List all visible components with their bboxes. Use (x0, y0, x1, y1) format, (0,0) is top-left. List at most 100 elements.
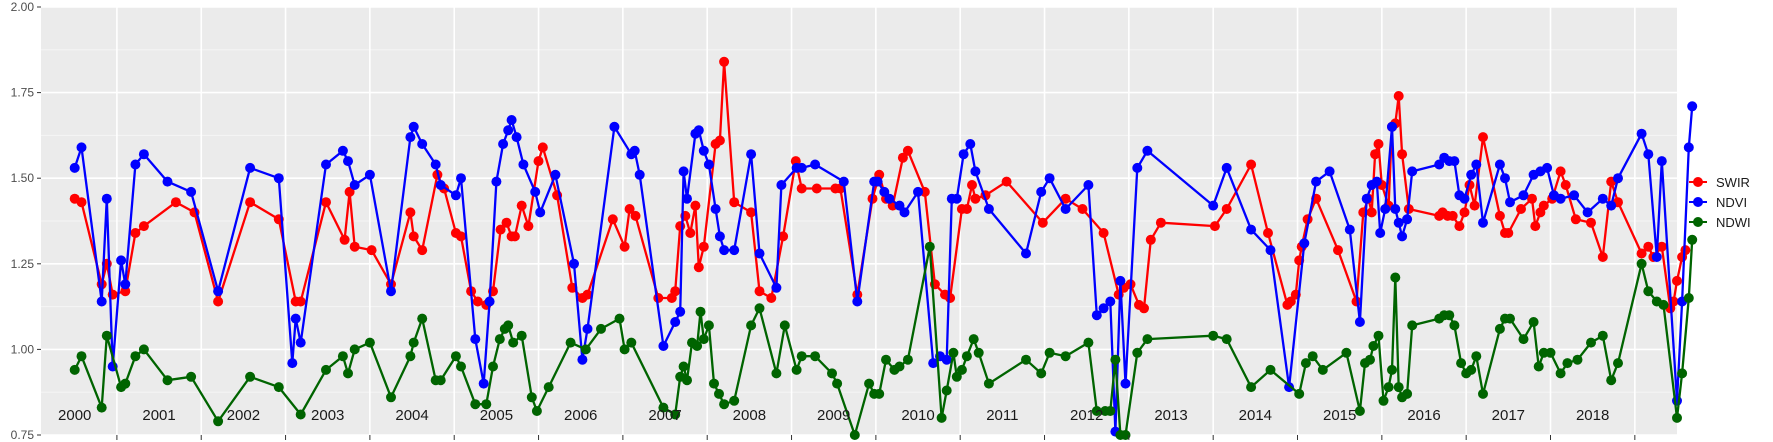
data-point-ndvi (569, 258, 579, 269)
y-tick-label: 2.00 (11, 0, 35, 14)
data-point-swir (1538, 200, 1549, 211)
data-point-ndwi (1466, 364, 1477, 375)
data-point-ndvi (754, 248, 765, 259)
data-point-ndvi (838, 176, 849, 187)
data-point-ndvi (796, 162, 807, 173)
data-point-ndvi (484, 296, 495, 307)
data-point-ndwi (580, 344, 591, 355)
data-point-ndvi (130, 159, 141, 170)
year-label: 2008 (733, 407, 766, 424)
data-point-ndvi (983, 204, 994, 214)
data-point-ndvi (577, 354, 588, 365)
data-point-ndwi (295, 409, 306, 420)
data-point-ndvi (776, 180, 787, 190)
data-point-ndwi (968, 334, 979, 345)
year-label: 2009 (817, 407, 850, 424)
data-point-swir (1370, 149, 1381, 160)
data-point-ndwi (1597, 330, 1608, 341)
data-point-swir (245, 197, 256, 208)
data-point-swir (1447, 210, 1458, 221)
data-point-ndwi (849, 430, 860, 440)
data-point-swir (533, 156, 544, 167)
data-point-ndvi (1613, 173, 1623, 184)
data-point-ndwi (924, 241, 935, 252)
year-label: 2014 (1239, 407, 1272, 424)
data-point-ndvi (1375, 228, 1386, 238)
data-point-ndvi (1311, 176, 1322, 187)
data-point-ndvi (1518, 190, 1529, 201)
data-point-ndwi (1383, 382, 1394, 393)
data-point-ndwi (864, 378, 875, 389)
data-point-swir (1285, 296, 1296, 307)
series-ndvi (69, 101, 1698, 437)
data-point-ndvi (852, 296, 863, 307)
data-point-swir (1397, 149, 1408, 160)
data-point-ndwi (1142, 334, 1153, 345)
data-point-ndwi (754, 303, 765, 314)
data-point-ndwi (1221, 334, 1232, 345)
data-point-ndvi (1221, 162, 1232, 173)
data-point-ndvi (582, 323, 593, 334)
data-point-ndvi (1393, 217, 1404, 228)
data-point-ndvi (1265, 245, 1276, 256)
year-label: 2011 (986, 407, 1018, 424)
data-point-swir (349, 241, 360, 252)
legend-label-ndwi: NDWI (1716, 215, 1751, 230)
legend-key-point (1693, 217, 1703, 227)
data-point-swir (754, 286, 765, 297)
data-point-ndvi (1466, 169, 1477, 180)
data-point-ndvi (405, 132, 416, 143)
data-point-ndvi (1471, 159, 1482, 170)
data-point-ndwi (1471, 351, 1482, 362)
data-point-ndwi (1456, 358, 1467, 369)
data-point-ndvi (1299, 238, 1310, 249)
data-point-ndwi (349, 344, 360, 355)
data-point-swir (811, 183, 822, 194)
data-point-ndwi (1444, 310, 1455, 321)
data-point-ndwi (186, 371, 197, 382)
data-point-swir (1530, 221, 1541, 232)
data-point-ndwi (1317, 364, 1328, 375)
data-point-swir (630, 210, 641, 221)
data-point-ndvi (693, 125, 704, 136)
data-point-ndwi (1091, 406, 1102, 416)
data-point-ndwi (1528, 317, 1539, 327)
data-point-ndwi (1060, 351, 1071, 362)
data-point-ndwi (1518, 334, 1529, 345)
year-label: 2016 (1407, 407, 1440, 424)
data-point-ndwi (1368, 341, 1379, 351)
data-point-ndwi (470, 399, 481, 410)
data-point-swir (1459, 207, 1470, 218)
data-point-ndvi (101, 193, 112, 204)
data-point-ndvi (337, 145, 348, 156)
data-point-ndwi (874, 388, 885, 399)
data-point-ndvi (1344, 224, 1355, 235)
data-point-ndvi (1105, 296, 1116, 307)
data-point-swir (624, 204, 635, 214)
data-point-ndvi (746, 149, 757, 160)
data-point-swir (1145, 234, 1156, 245)
data-point-swir (685, 228, 696, 238)
data-point-ndvi (710, 204, 721, 214)
data-point-ndvi (498, 139, 509, 149)
data-point-ndwi (96, 402, 107, 413)
data-point-ndvi (386, 286, 396, 297)
data-point-ndvi (456, 173, 466, 184)
data-point-ndwi (948, 347, 959, 358)
data-point-swir (170, 197, 181, 208)
data-point-ndvi (245, 162, 256, 173)
data-point-ndvi (1387, 121, 1397, 132)
data-point-swir (1527, 193, 1537, 204)
data-point-swir (472, 296, 483, 307)
data-point-ndwi (1246, 382, 1257, 393)
data-point-swir (1478, 132, 1488, 143)
data-point-ndwi (408, 337, 419, 348)
data-point-swir (719, 56, 730, 67)
data-point-ndvi (771, 282, 782, 293)
data-point-ndvi (417, 139, 428, 149)
data-point-ndwi (695, 306, 706, 317)
data-point-ndvi (116, 255, 127, 266)
data-point-ndwi (456, 361, 466, 372)
data-point-ndwi (779, 320, 790, 331)
year-label: 2002 (227, 407, 260, 424)
